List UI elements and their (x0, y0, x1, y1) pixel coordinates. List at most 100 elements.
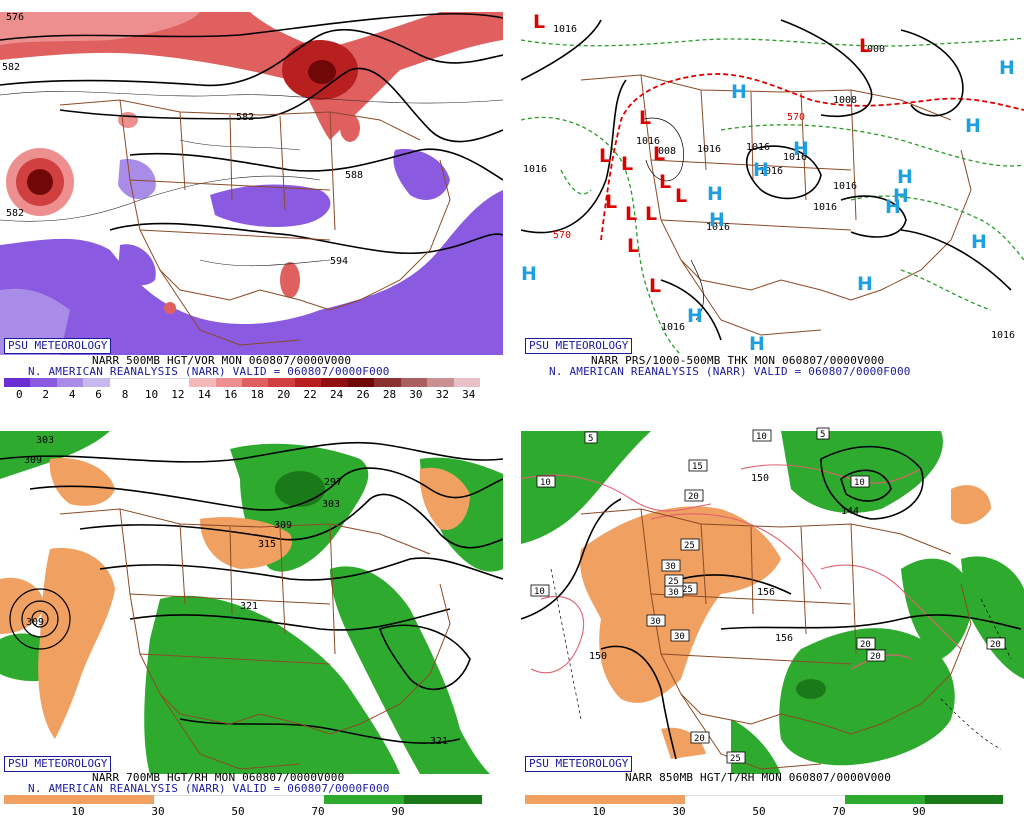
colorbar-tick-label: 30 (151, 805, 165, 818)
colorbar-swatch (215, 378, 242, 387)
svg-text:H: H (885, 196, 901, 218)
rh-dry-area (0, 577, 45, 634)
map-700mb-rh: 303 309 309 309 315 303 297 321 321 (0, 431, 503, 774)
svg-text:000: 000 (867, 44, 885, 55)
vorticity-positive-area (0, 12, 503, 140)
vorticity-negative-area (393, 149, 450, 200)
temperature-label: 10 (850, 475, 870, 488)
temperature-label: 30 (670, 629, 690, 642)
vorticity-max (340, 114, 360, 142)
svg-text:1016: 1016 (746, 142, 770, 153)
svg-text:150: 150 (751, 473, 769, 484)
vorticity-negative-area (118, 244, 156, 286)
colorbar-swatch (268, 378, 295, 387)
temperature-label: 25 (726, 751, 746, 764)
colorbar-tick-label: 6 (95, 388, 102, 401)
colorbar-tick-label: 50 (752, 805, 766, 818)
svg-text:10: 10 (534, 587, 545, 597)
panel-500mb-vorticity: 576 582 582 582 588 594 PSU METEOROLOGY … (0, 0, 503, 401)
svg-text:H: H (521, 263, 537, 285)
svg-text:588: 588 (345, 170, 363, 181)
svg-text:582: 582 (6, 208, 24, 219)
svg-text:582: 582 (236, 112, 254, 123)
svg-text:L: L (659, 171, 671, 193)
colorbar-tick-label: 26 (356, 388, 370, 401)
temperature-label: 15 (688, 459, 708, 472)
rh-moist-area (781, 431, 943, 513)
map-pressure-thickness: 1016 1016 x 1016 008 1016 1016 1016 1016… (521, 11, 1024, 355)
panel-pressure-thickness: 1016 1016 x 1016 008 1016 1016 1016 1016… (521, 0, 1024, 400)
colorbar-swatch (136, 378, 163, 388)
svg-text:20: 20 (990, 640, 1001, 650)
svg-text:321: 321 (430, 736, 448, 747)
svg-text:1008: 1008 (833, 95, 857, 106)
svg-text:150: 150 (589, 651, 607, 662)
svg-text:L: L (625, 203, 637, 225)
svg-text:L: L (639, 107, 651, 129)
svg-text:25: 25 (668, 577, 679, 587)
rh-moist-area (961, 556, 1024, 679)
temperature-label: 30 (664, 585, 684, 598)
colorbar-tick-label: 10 (71, 805, 85, 818)
svg-text:L: L (627, 235, 639, 257)
svg-text:008: 008 (658, 146, 676, 157)
colorbar-tick-label: 30 (409, 388, 423, 401)
map-500mb-vorticity: 576 582 582 582 588 594 (0, 12, 503, 355)
svg-text:L: L (653, 143, 665, 165)
svg-text:1016: 1016 (697, 144, 721, 155)
svg-text:30: 30 (650, 617, 661, 627)
colorbar-swatch (374, 378, 401, 387)
colorbar-tick-label: 16 (224, 388, 238, 401)
temperature-label: 5 (584, 431, 598, 444)
vorticity-negative-area (118, 159, 156, 200)
panel-caption-title: NARR 700MB HGT/RH MON 060807/0000V000 (92, 771, 345, 784)
colorbar-swatch (294, 378, 322, 387)
rh-moist-area (330, 566, 490, 774)
svg-text:570: 570 (787, 112, 805, 123)
svg-text:1016: 1016 (783, 152, 807, 163)
svg-text:20: 20 (860, 640, 871, 650)
svg-text:25: 25 (684, 541, 695, 551)
svg-text:1016: 1016 (706, 222, 730, 233)
svg-text:H: H (687, 305, 703, 327)
svg-text:309: 309 (274, 520, 292, 531)
svg-text:20: 20 (688, 492, 699, 502)
svg-text:L: L (645, 203, 657, 225)
panel-caption-valid: N. AMERICAN REANALYSIS (NARR) VALID = 06… (28, 365, 390, 378)
rh-dry-area (49, 458, 115, 506)
svg-text:H: H (709, 209, 725, 231)
svg-text:1016: 1016 (813, 202, 837, 213)
colorbar-swatch (321, 378, 348, 387)
vorticity-negative-area (0, 190, 503, 355)
temperature-label: 20 (856, 637, 876, 650)
temperature-label: 20 (684, 489, 704, 502)
svg-text:1016: 1016 (661, 322, 685, 333)
svg-text:H: H (749, 333, 765, 355)
colorbar-swatch (30, 378, 57, 387)
credit-label: PSU METEOROLOGY (4, 338, 112, 354)
colorbar-tick-label: 28 (382, 388, 397, 401)
temperature-label: 20 (690, 731, 710, 744)
svg-text:L: L (675, 185, 687, 207)
svg-text:10: 10 (756, 432, 767, 442)
vorticity-max (27, 169, 53, 195)
svg-text:20: 20 (870, 652, 881, 662)
colorbar-tick-label: 30 (672, 805, 686, 818)
vorticity-max (280, 262, 300, 298)
svg-text:1016: 1016 (833, 181, 857, 192)
vorticity-max (164, 302, 176, 314)
svg-text:L: L (649, 275, 661, 297)
svg-text:H: H (971, 231, 987, 253)
temperature-label: 20 (986, 637, 1006, 650)
svg-text:20: 20 (694, 734, 705, 744)
svg-text:30: 30 (665, 562, 676, 572)
vorticity-colorbar: 0 2 4 6 8 10 12 14 16 18 20 22 24 26 28 30 32 34 (4, 378, 480, 401)
colorbar-swatch (56, 378, 84, 387)
svg-text:H: H (793, 138, 809, 160)
svg-text:1016: 1016 (636, 136, 660, 147)
colorbar-tick-label: 10 (592, 805, 606, 818)
vorticity-max (118, 112, 138, 128)
colorbar-swatch (4, 378, 31, 387)
svg-text:582: 582 (2, 62, 20, 73)
rh-colorbar: 10 30 50 70 90 (4, 795, 482, 818)
